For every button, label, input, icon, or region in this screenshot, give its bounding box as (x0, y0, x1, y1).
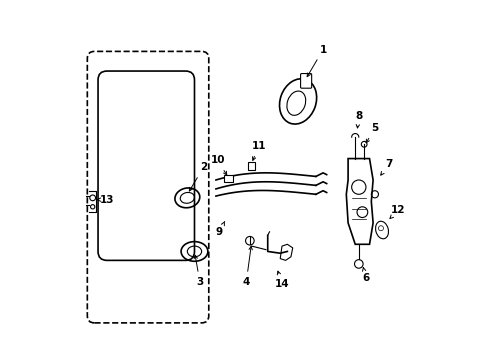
FancyBboxPatch shape (224, 175, 233, 182)
Text: 6: 6 (362, 267, 369, 283)
Text: 12: 12 (389, 205, 405, 219)
Text: 7: 7 (380, 159, 392, 175)
FancyBboxPatch shape (247, 162, 254, 170)
Text: 4: 4 (242, 246, 252, 287)
Text: 5: 5 (366, 123, 378, 143)
Text: 10: 10 (210, 156, 226, 175)
Text: 1: 1 (306, 45, 326, 77)
Text: 3: 3 (194, 255, 203, 287)
Text: 13: 13 (97, 195, 114, 204)
Text: 11: 11 (251, 141, 265, 160)
Text: 8: 8 (354, 111, 362, 128)
Text: 2: 2 (189, 162, 206, 191)
Text: 14: 14 (274, 271, 289, 289)
Text: 9: 9 (216, 221, 224, 237)
FancyBboxPatch shape (300, 73, 311, 88)
